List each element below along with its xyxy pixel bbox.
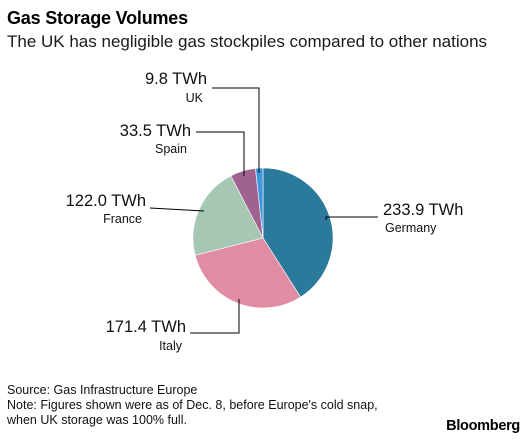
chart-footer: Source: Gas Infrastructure Europe Note: …	[7, 383, 378, 428]
category-label-germany: Germany	[385, 221, 437, 235]
value-label-uk: 9.8 TWh	[145, 70, 207, 88]
value-label-spain: 33.5 TWh	[120, 122, 191, 140]
chart-subtitle: The UK has negligible gas stockpiles com…	[7, 32, 488, 51]
category-label-spain: Spain	[155, 142, 187, 156]
footnote-line-2: when UK storage was 100% full.	[7, 413, 187, 427]
leader-line-italy	[190, 299, 240, 334]
category-label-italy: Italy	[159, 339, 183, 353]
value-label-germany: 233.9 TWh	[383, 201, 463, 219]
pie-chart: 233.9 TWh Germany 171.4 TWh Italy 122.0 TWh F…	[66, 70, 464, 353]
bloomberg-logo: Bloomberg	[446, 418, 520, 434]
pie-slice-france	[192, 175, 264, 256]
leader-line-france	[149, 207, 205, 212]
leader-line-germany	[325, 216, 378, 220]
pie-slice-italy	[194, 237, 301, 309]
leader-line-spain	[196, 131, 245, 176]
category-label-uk: UK	[186, 91, 204, 105]
footnote-line-1: Note: Figures shown were as of Dec. 8, b…	[7, 398, 378, 412]
source-note: Source: Gas Infrastructure Europe	[7, 383, 198, 397]
chart-title: Gas Storage Volumes	[7, 8, 188, 28]
value-label-italy: 171.4 TWh	[106, 318, 186, 336]
leader-line-uk	[212, 87, 260, 173]
value-label-france: 122.0 TWh	[66, 192, 146, 210]
pie-slice-germany	[262, 167, 334, 298]
category-label-france: France	[103, 212, 142, 226]
